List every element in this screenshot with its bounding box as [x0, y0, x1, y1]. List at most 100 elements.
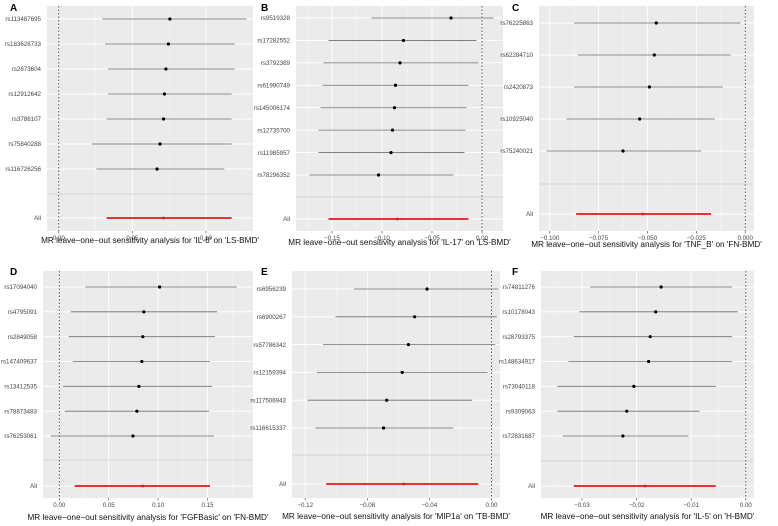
- snp-label: rs6956239: [257, 286, 287, 293]
- estimate-point: [158, 142, 162, 146]
- tick-label: 0.00: [53, 235, 66, 242]
- snp-label: rs76253061: [4, 433, 37, 440]
- estimate-point: [406, 343, 411, 347]
- estimate-point: [385, 398, 389, 402]
- snp-label: rs2849058: [8, 334, 38, 341]
- estimate-point: [401, 38, 406, 43]
- estimate-point: [646, 359, 651, 364]
- estimate-point: [654, 310, 658, 314]
- panel-label: D: [10, 267, 17, 278]
- estimate-point: [400, 370, 404, 374]
- tick-label: −0.100: [540, 235, 560, 242]
- estimate-point: [621, 149, 625, 153]
- estimate-point: [381, 426, 386, 430]
- snp-label: rs75240021: [500, 148, 533, 155]
- all-estimate-point: [396, 217, 399, 221]
- snp-label: rs113487695: [5, 16, 41, 23]
- all-label: All: [279, 481, 286, 488]
- snp-label: rs4795091: [8, 309, 38, 316]
- snp-label: rs10178043: [502, 309, 535, 316]
- estimate-point: [141, 335, 145, 339]
- panel-label: F: [512, 267, 518, 278]
- plot-background: [292, 271, 500, 498]
- all-label: All: [30, 483, 37, 490]
- all-label: All: [283, 216, 290, 223]
- estimate-point: [164, 67, 168, 71]
- estimate-point: [652, 53, 656, 57]
- estimate-point: [413, 315, 417, 319]
- panel-label: E: [261, 267, 268, 278]
- estimate-point: [142, 310, 146, 314]
- snp-label: rs78296352: [257, 172, 290, 179]
- snp-label: rs117506943: [250, 397, 286, 404]
- tick-label: −0.08: [359, 502, 375, 509]
- plot-background: [296, 6, 503, 231]
- panel-label: C: [512, 3, 519, 14]
- tick-label: −0.02: [629, 502, 645, 509]
- tick-label: −0.12: [297, 502, 313, 509]
- snp-label: rs116726256: [5, 166, 41, 173]
- plot-background: [43, 271, 253, 498]
- estimate-point: [449, 16, 453, 20]
- estimate-point: [376, 173, 381, 177]
- estimate-point: [390, 128, 395, 132]
- x-axis-label: MR leave−one−out sensitivity analysis fo…: [541, 512, 755, 521]
- estimate-point: [158, 285, 162, 289]
- x-axis-label: MR leave−one−out sensitivity analysis fo…: [288, 238, 511, 247]
- snp-label: rs28793375: [502, 334, 535, 341]
- snp-label: rs72831687: [502, 433, 535, 440]
- estimate-point: [392, 106, 397, 110]
- tick-label: 0.00: [476, 235, 489, 242]
- all-label: All: [34, 215, 41, 222]
- snp-label: rs3792369: [261, 60, 291, 67]
- tick-label: −0.050: [638, 235, 658, 242]
- snp-label: rs12735700: [257, 127, 290, 134]
- tick-label: −0.075: [589, 235, 609, 242]
- tick-label: 0.05: [126, 235, 139, 242]
- all-label: All: [528, 483, 535, 490]
- snp-label: rs145006174: [254, 105, 291, 112]
- estimate-point: [168, 17, 172, 21]
- estimate-point: [647, 85, 652, 89]
- snp-label: rs12912642: [8, 91, 41, 98]
- estimate-point: [137, 384, 141, 388]
- snp-label: rs76225863: [500, 20, 533, 27]
- tick-label: 0.15: [202, 502, 215, 509]
- snp-label: rs3786107: [12, 116, 42, 123]
- tick-label: −0.10: [374, 235, 390, 242]
- x-axis-label: MR leave−one−out sensitivity analysis fo…: [531, 240, 762, 249]
- panel-label: B: [261, 3, 268, 14]
- tick-label: 0.05: [103, 502, 116, 509]
- snp-label: rs13412535: [4, 384, 37, 391]
- estimate-point: [398, 61, 402, 65]
- tick-label: −0.025: [687, 235, 707, 242]
- estimate-point: [140, 359, 144, 364]
- estimate-point: [131, 434, 135, 438]
- snp-label: rs6900267: [257, 314, 287, 321]
- tick-label: 0.00: [740, 502, 753, 509]
- tick-label: −0.05: [424, 235, 440, 242]
- snp-label: rs61990749: [257, 82, 290, 89]
- estimate-point: [632, 384, 636, 388]
- all-label: All: [526, 211, 533, 218]
- estimate-point: [389, 150, 393, 155]
- estimate-point: [161, 117, 166, 121]
- x-axis-label: MR leave−one−out sensitivity analysis fo…: [41, 236, 259, 245]
- tick-label: −0.04: [422, 502, 438, 509]
- snp-label: rs12159394: [253, 370, 286, 377]
- snp-label: rs2420873: [504, 84, 534, 91]
- snp-label: rs17094040: [4, 284, 37, 291]
- panel-label: A: [10, 3, 17, 14]
- estimate-point: [659, 285, 663, 289]
- plot-background: [47, 6, 253, 231]
- estimate-point: [638, 117, 642, 121]
- snp-label: rs147409637: [1, 359, 38, 366]
- snp-label: rs116615337: [250, 425, 286, 432]
- estimate-point: [648, 335, 652, 339]
- snp-label: rs9309063: [506, 408, 536, 415]
